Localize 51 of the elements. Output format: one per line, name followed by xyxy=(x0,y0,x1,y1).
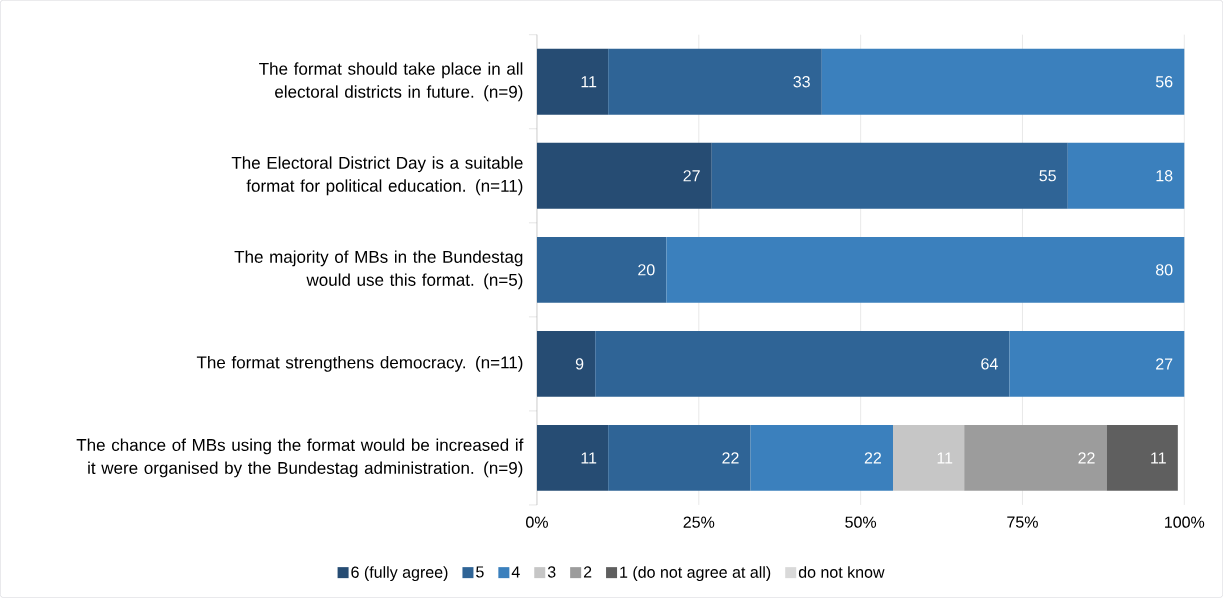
x-tick-label: 50% xyxy=(845,516,877,528)
data-label: 11 xyxy=(581,76,597,88)
bar xyxy=(536,425,609,491)
x-tick-label: 100% xyxy=(1165,516,1205,528)
data-label: 27 xyxy=(683,170,700,182)
legend-label: 6 (fully agree) xyxy=(351,566,448,582)
y-tick-label: The majority of MBs in the Bundestag would use this format. (n=5) xyxy=(234,250,523,290)
x-tick-label: 25% xyxy=(683,516,715,528)
x-tick-label: 75% xyxy=(1007,516,1038,528)
bar xyxy=(608,48,822,115)
legend-label: do not know xyxy=(798,566,885,579)
bar xyxy=(536,237,667,303)
y-tick-label: The format should take place in all electoral districts in future. (n=9) xyxy=(259,62,523,102)
data-label: 22 xyxy=(864,452,881,464)
data-label: 22 xyxy=(1078,452,1095,464)
data-label: 56 xyxy=(1155,76,1173,88)
bar xyxy=(536,48,609,115)
legend-label: 2 xyxy=(583,566,592,578)
data-label: 20 xyxy=(638,264,655,276)
data-label: 33 xyxy=(793,76,810,88)
bar xyxy=(750,425,893,491)
data-label: 27 xyxy=(1156,358,1173,370)
bar xyxy=(711,143,1068,209)
y-tick-label: The chance of MBs using the format would be increased if it were organised by the Bundestag administration. (n=9) xyxy=(76,438,524,478)
data-label: 11 xyxy=(1151,452,1166,464)
bar xyxy=(1009,331,1185,397)
legend-label: 1 (do not agree at all) xyxy=(620,566,771,582)
y-tick-label: The Electoral District Day is a suitable format for political education. (n=11) xyxy=(231,156,523,196)
bar xyxy=(1067,143,1185,209)
legend-label: 4 xyxy=(511,566,520,578)
bar xyxy=(964,425,1107,491)
legend-label: 3 xyxy=(547,566,556,578)
data-label: 11 xyxy=(937,452,953,464)
data-label: 9 xyxy=(575,358,584,370)
y-tick-label: The format strengthens democracy. (n=11) xyxy=(196,356,523,372)
bar xyxy=(608,425,751,491)
legend-label: 5 xyxy=(476,566,484,578)
bar xyxy=(821,48,1185,115)
bar xyxy=(1106,425,1178,491)
bar xyxy=(893,425,965,491)
bar xyxy=(536,331,596,397)
data-label: 64 xyxy=(981,358,998,370)
bar xyxy=(666,237,1185,303)
data-label: 18 xyxy=(1156,170,1173,182)
data-label: 80 xyxy=(1156,264,1173,276)
bar xyxy=(595,331,1010,397)
data-label: 11 xyxy=(581,452,597,464)
data-label: 55 xyxy=(1039,170,1056,182)
data-label: 22 xyxy=(722,452,739,464)
x-tick-label: 0% xyxy=(526,516,548,528)
bar xyxy=(536,143,712,209)
